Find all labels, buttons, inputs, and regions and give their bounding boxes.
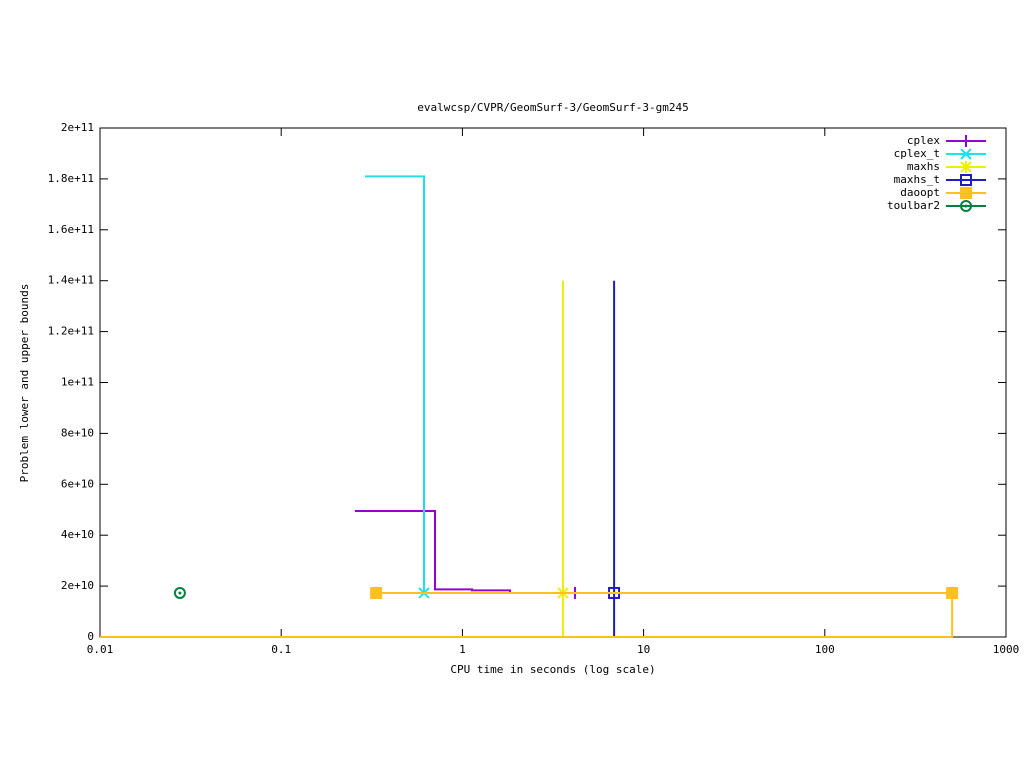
marker: [946, 586, 959, 599]
legend-label: maxhs_t: [894, 173, 940, 186]
series-line: [354, 510, 575, 594]
x-tick-label: 10: [637, 643, 650, 656]
series-line: [100, 592, 954, 638]
y-tick-label: 2e+10: [61, 579, 94, 592]
marker: [960, 200, 972, 212]
marker-shape: [960, 187, 972, 199]
marker-stroke: [960, 148, 972, 160]
marker: [370, 586, 383, 599]
marker: [960, 174, 972, 186]
marker: [960, 148, 972, 160]
marker: [173, 586, 186, 599]
chart-title: evalwcsp/CVPR/GeomSurf-3/GeomSurf-3-gm24…: [417, 101, 689, 114]
legend-label: daoopt: [900, 186, 940, 199]
y-tick-label: 1e+11: [61, 376, 94, 389]
y-tick-label: 1.2e+11: [48, 325, 94, 338]
marker-stroke: [960, 161, 972, 173]
marker-shape: [960, 174, 972, 186]
marker-shape: [964, 204, 968, 208]
marker-shape: [173, 586, 186, 599]
legend-label: toulbar2: [887, 199, 940, 212]
y-tick-label: 1.4e+11: [48, 274, 94, 287]
legend-label: maxhs: [907, 160, 940, 173]
plot-border: [99, 127, 1007, 638]
y-tick-label: 6e+10: [61, 477, 94, 490]
series-line: [365, 175, 425, 593]
marker-shape: [946, 586, 959, 599]
y-tick-label: 8e+10: [61, 426, 94, 439]
y-tick-label: 0: [87, 630, 94, 643]
y-tick-label: 2e+11: [61, 121, 94, 134]
marker-shape: [178, 591, 182, 595]
y-tick-label: 1.6e+11: [48, 223, 94, 236]
x-tick-label: 0.1: [271, 643, 291, 656]
marker-shape: [960, 200, 972, 212]
legend-label: cplex_t: [894, 147, 940, 160]
marker: [960, 187, 972, 199]
x-axis-label: CPU time in seconds (log scale): [450, 663, 655, 676]
marker-shape: [370, 586, 383, 599]
x-tick-label: 1000: [993, 643, 1020, 656]
y-tick-label: 1.8e+11: [48, 172, 94, 185]
marker: [960, 135, 972, 147]
y-tick-label: 4e+10: [61, 528, 94, 541]
marker: [960, 161, 972, 173]
y-axis-label: Problem lower and upper bounds: [18, 284, 31, 483]
x-tick-label: 1: [459, 643, 466, 656]
x-tick-label: 100: [815, 643, 835, 656]
x-tick-label: 0.01: [87, 643, 114, 656]
legend-label: cplex: [907, 134, 940, 147]
